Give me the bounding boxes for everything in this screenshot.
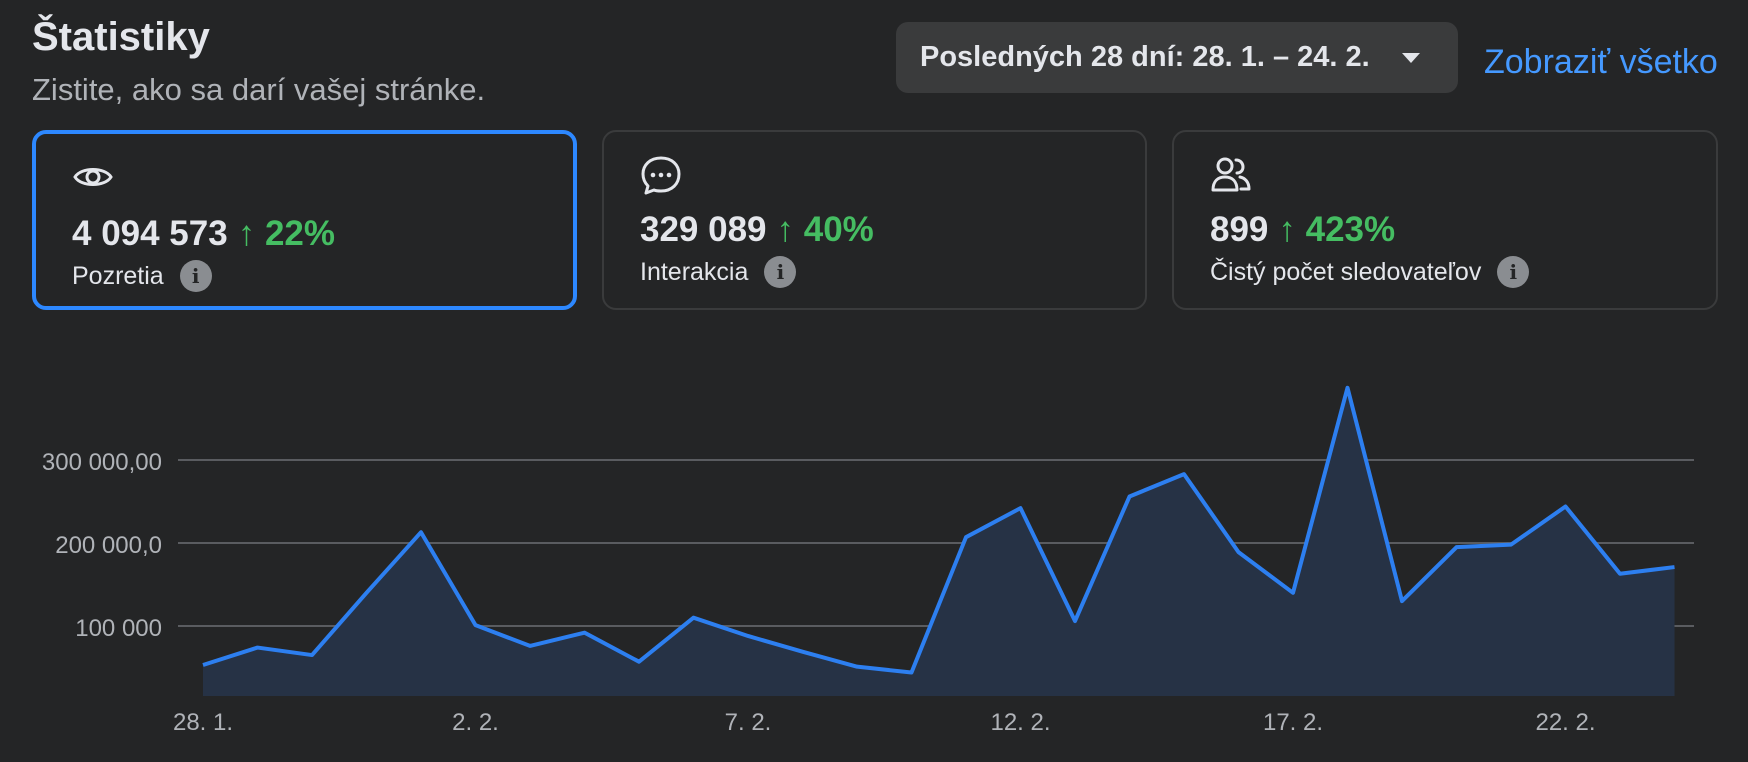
info-icon[interactable]: i [764, 256, 797, 288]
see-all-link[interactable]: Zobraziť všetko [1484, 43, 1718, 81]
engagement-label: Interakcia [640, 257, 749, 286]
eye-icon [73, 168, 113, 186]
metric-card-followers[interactable]: 899 ↑ 423% Čistý počet sledovateľov i [1172, 130, 1718, 310]
views-label: Pozretia [72, 261, 164, 290]
caret-down-icon [1402, 53, 1420, 63]
people-icon [1211, 157, 1251, 192]
chat-bubble-icon [641, 156, 681, 195]
y-tick-label: 200 000,0 [55, 532, 162, 559]
y-tick-label: 100 000 [75, 615, 162, 642]
series-line [202, 385, 1675, 675]
followers-label: Čistý počet sledovateľov [1210, 257, 1482, 286]
date-range-dropdown[interactable]: Posledných 28 dní: 28. 1. – 24. 2. [896, 22, 1458, 93]
x-tick-label: 2. 2. [452, 709, 499, 736]
page-subtitle: Zistite, ako sa darí vašej stránke. [32, 72, 486, 107]
metric-card-engagement[interactable]: 329 089 ↑ 40% Interakcia i [602, 130, 1147, 310]
x-tick-label: 7. 2. [725, 709, 772, 736]
x-tick-label: 22. 2. [1535, 709, 1595, 736]
info-icon[interactable]: i [179, 260, 212, 292]
x-tick-label: 17. 2. [1263, 709, 1323, 736]
followers-value: 899 [1210, 210, 1269, 249]
metric-card-views[interactable]: 4 094 573 ↑ 22% Pozretia i [32, 130, 577, 310]
engagement-value: 329 089 [640, 210, 767, 249]
y-tick-label: 300 000,00 [42, 449, 162, 476]
page-title: Štatistiky [32, 15, 210, 59]
engagement-delta: ↑ 40% [776, 210, 874, 249]
x-tick-label: 12. 2. [990, 709, 1050, 736]
area-fill [203, 387, 1675, 696]
views-delta: ↑ 22% [237, 214, 335, 253]
info-icon[interactable]: i [1497, 256, 1530, 288]
date-range-label: Posledných 28 dní: 28. 1. – 24. 2. [920, 41, 1370, 73]
views-value: 4 094 573 [72, 214, 228, 253]
followers-delta: ↑ 423% [1278, 210, 1396, 249]
x-tick-label: 28. 1. [173, 709, 233, 736]
